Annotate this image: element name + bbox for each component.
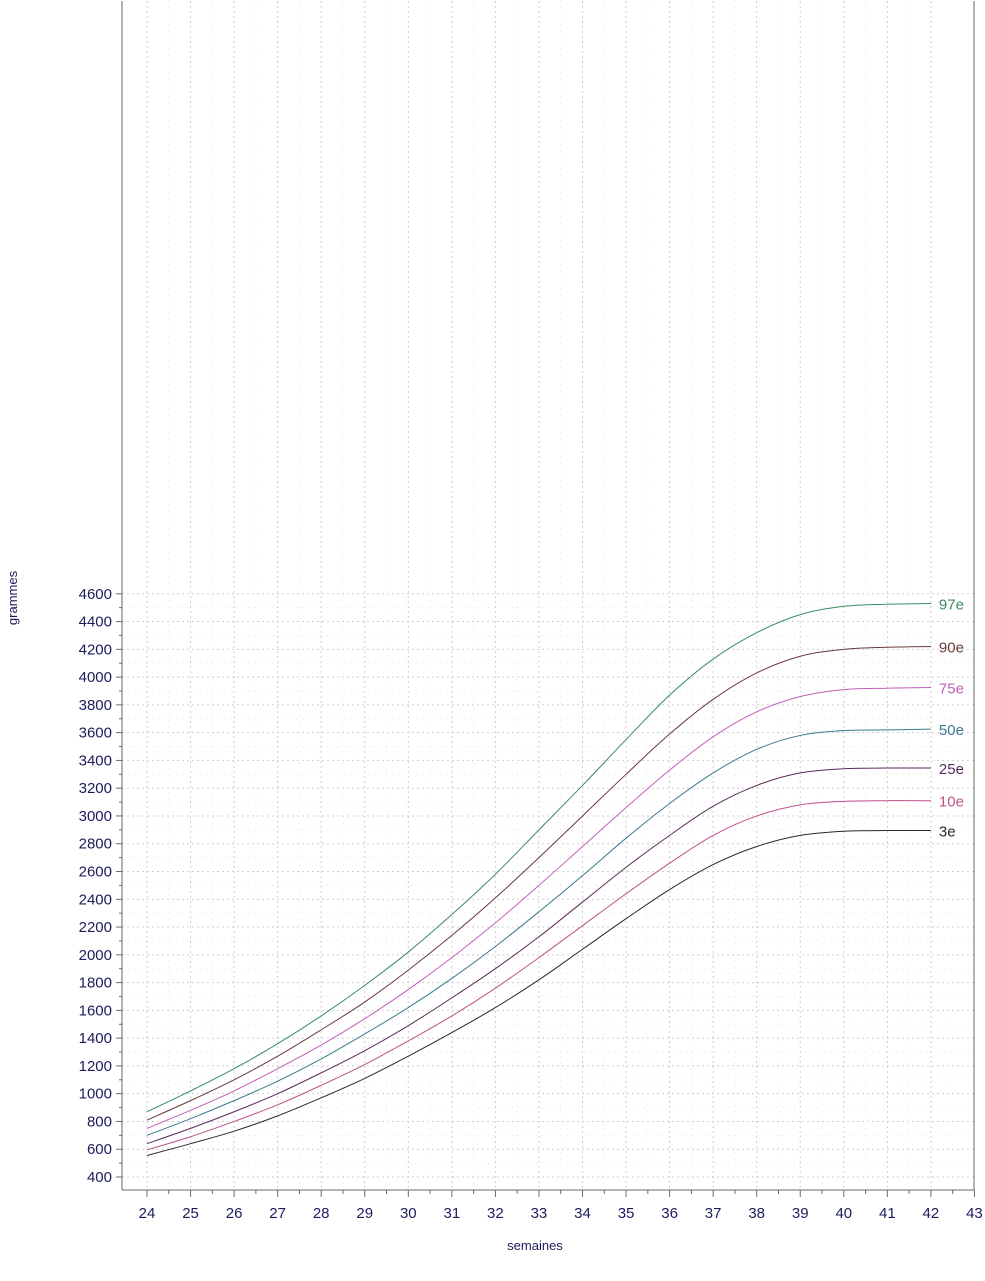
series-label-75e: 75e bbox=[939, 681, 964, 698]
x-tick-label: 43 bbox=[966, 1205, 983, 1222]
x-tick-label: 28 bbox=[313, 1205, 330, 1222]
y-tick-label: 3200 bbox=[79, 780, 112, 797]
x-tick-label: 36 bbox=[661, 1205, 678, 1222]
y-tick-label: 2600 bbox=[79, 864, 112, 881]
x-axis-ticks: 24 25 26 27 28 29 30 31 32 33 34 35 36 37 38 39 40 41 42 43 bbox=[139, 1190, 983, 1222]
x-tick-label: 30 bbox=[400, 1205, 417, 1222]
curve-10e bbox=[146, 800, 931, 1151]
y-tick-label: 3600 bbox=[79, 725, 112, 742]
x-tick-label: 37 bbox=[705, 1205, 722, 1222]
x-tick-label: 34 bbox=[574, 1205, 591, 1222]
x-tick-label: 38 bbox=[748, 1205, 765, 1222]
y-tick-label: 3800 bbox=[79, 697, 112, 714]
y-tick-label: 1800 bbox=[79, 975, 112, 992]
series-labels: 97e 90e 75e 50e 25e 10e 3e bbox=[939, 597, 964, 841]
y-tick-label: 3000 bbox=[79, 808, 112, 825]
y-axis-title: grammes bbox=[5, 570, 20, 625]
curve-90e bbox=[146, 646, 931, 1121]
y-tick-label: 1200 bbox=[79, 1058, 112, 1075]
series-label-3e: 3e bbox=[939, 824, 956, 841]
grid bbox=[122, 1, 974, 1190]
x-tick-label: 35 bbox=[618, 1205, 635, 1222]
series-label-25e: 25e bbox=[939, 761, 964, 778]
x-tick-label: 29 bbox=[356, 1205, 373, 1222]
x-tick-label: 39 bbox=[792, 1205, 809, 1222]
x-tick-label: 27 bbox=[269, 1205, 286, 1222]
x-tick-label: 25 bbox=[182, 1205, 199, 1222]
y-tick-label: 600 bbox=[87, 1141, 112, 1158]
percentile-curves bbox=[146, 603, 931, 1156]
x-axis-title: semaines bbox=[507, 1238, 563, 1253]
curve-97e bbox=[146, 603, 931, 1113]
x-tick-label: 40 bbox=[835, 1205, 852, 1222]
y-tick-label: 1400 bbox=[79, 1030, 112, 1047]
y-tick-label: 3400 bbox=[79, 752, 112, 769]
curve-50e bbox=[146, 728, 931, 1136]
x-tick-label: 26 bbox=[226, 1205, 243, 1222]
series-label-50e: 50e bbox=[939, 722, 964, 739]
series-label-10e: 10e bbox=[939, 794, 964, 811]
x-tick-label: 32 bbox=[487, 1205, 504, 1222]
x-tick-label: 24 bbox=[139, 1205, 156, 1222]
y-tick-label: 2000 bbox=[79, 947, 112, 964]
curve-3e bbox=[146, 829, 931, 1156]
y-axis-ticks: 400 600 800 1000 1200 1400 1600 1800 2000 2200 240… bbox=[79, 586, 122, 1186]
y-tick-label: 4600 bbox=[79, 586, 112, 603]
y-tick-label: 4000 bbox=[79, 669, 112, 686]
y-tick-label: 2400 bbox=[79, 891, 112, 908]
y-tick-label: 400 bbox=[87, 1169, 112, 1186]
y-tick-label: 1000 bbox=[79, 1086, 112, 1103]
y-tick-label: 4200 bbox=[79, 641, 112, 658]
y-tick-label: 1600 bbox=[79, 1002, 112, 1019]
curve-75e bbox=[146, 687, 931, 1129]
series-label-90e: 90e bbox=[939, 640, 964, 657]
y-tick-label: 2200 bbox=[79, 919, 112, 936]
x-tick-label: 41 bbox=[879, 1205, 896, 1222]
x-tick-label: 33 bbox=[531, 1205, 548, 1222]
series-label-97e: 97e bbox=[939, 597, 964, 614]
axes bbox=[121, 1, 975, 1191]
x-tick-label: 42 bbox=[923, 1205, 940, 1222]
y-tick-label: 2800 bbox=[79, 836, 112, 853]
y-tick-label: 4400 bbox=[79, 614, 112, 631]
y-tick-label: 800 bbox=[87, 1113, 112, 1130]
x-tick-label: 31 bbox=[444, 1205, 461, 1222]
curve-25e bbox=[146, 767, 931, 1145]
